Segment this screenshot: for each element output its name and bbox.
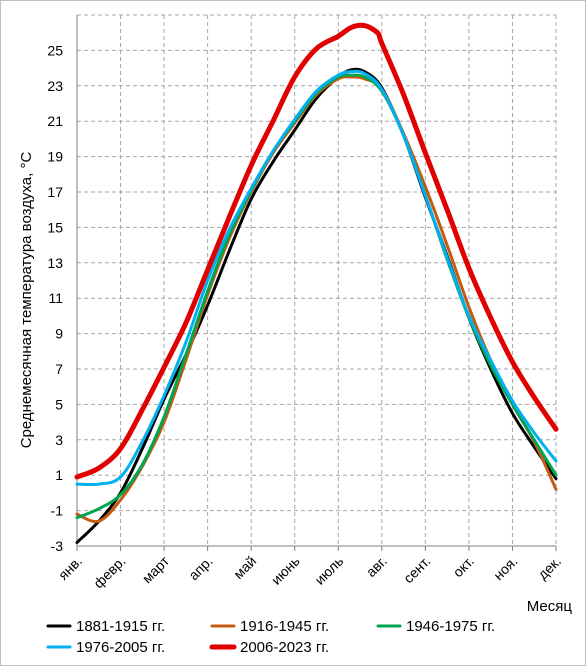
series-lines [74, 22, 559, 544]
y-tick-label: 13 [47, 255, 63, 271]
legend-label-5: 2006-2023 гг. [240, 639, 329, 656]
x-tick-label: ноя. [490, 553, 520, 583]
series-line-4 [75, 69, 558, 487]
legend-label-1: 1881-1915 гг. [76, 618, 165, 635]
x-tick-label: янв. [55, 553, 85, 583]
x-tick-label: февр. [90, 553, 128, 591]
x-tick-label: окт. [450, 553, 477, 580]
x-axis-label: Месяц [527, 598, 573, 615]
x-tick-label: сент. [400, 553, 433, 586]
y-tick-label: 7 [55, 361, 63, 377]
y-tick-label: 11 [48, 290, 63, 306]
x-tick-label: дек. [534, 553, 564, 583]
y-tick-label: 17 [47, 184, 63, 200]
legend-label-4: 1976-2005 гг. [76, 639, 165, 656]
y-tick-label: 15 [47, 219, 63, 235]
y-tick-label: 25 [47, 42, 63, 58]
y-tick-label: 23 [47, 78, 63, 94]
x-tick-label: март [139, 552, 173, 586]
x-tick-label: авг. [363, 553, 390, 580]
legend-label-2: 1916-1945 гг. [240, 618, 329, 635]
x-tick-label: июнь [268, 553, 303, 588]
y-tick-label: 19 [47, 149, 63, 165]
legend-label-3: 1946-1975 гг. [406, 618, 495, 635]
x-tick-label: май [230, 553, 259, 582]
x-tick-label: апр. [185, 553, 215, 583]
y-tick-label: 5 [55, 396, 63, 412]
y-tick-label: -3 [51, 538, 64, 554]
grid [76, 14, 557, 551]
x-tick-labels: янв. февр. март апр. май июнь июль авг. сент. окт… [55, 552, 564, 591]
y-tick-label: 1 [55, 467, 63, 483]
series-line-2 [75, 75, 558, 524]
y-tick-label: -1 [51, 503, 64, 519]
x-tick-label: июль [311, 553, 346, 588]
legend: 1881-1915 гг. 1916-1945 гг. 1946-1975 гг. 1… [46, 618, 495, 656]
y-tick-label: 21 [47, 113, 63, 129]
y-tick-label: 9 [55, 326, 63, 342]
series-line-5 [74, 22, 559, 480]
series-line-3 [75, 73, 558, 520]
y-axis-label: Среднемесячная температура воздуха, °С [18, 152, 35, 449]
y-tick-label: 3 [55, 432, 63, 448]
